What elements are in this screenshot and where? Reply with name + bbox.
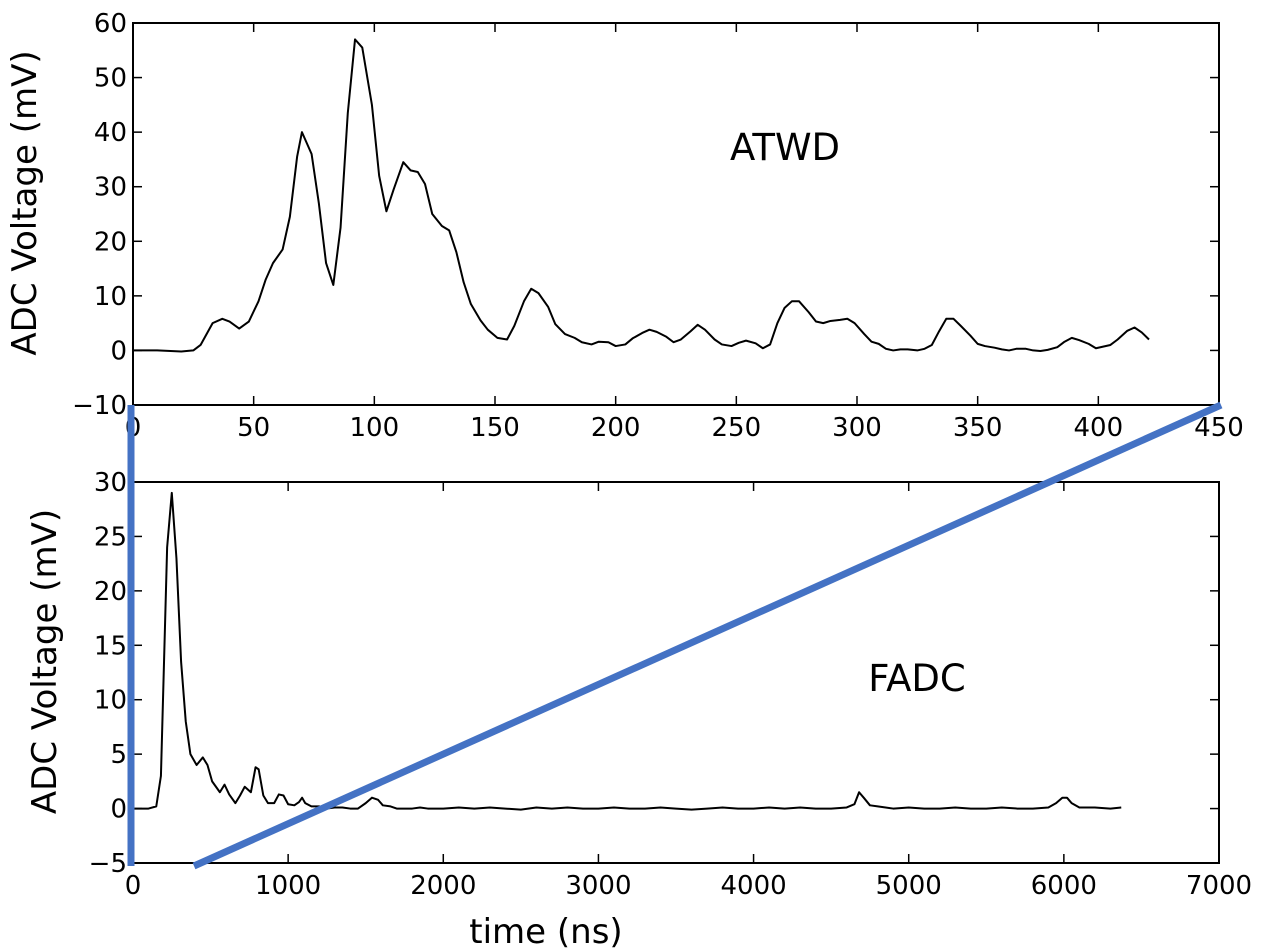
y-tick-label: 0 xyxy=(110,795,127,825)
y-tick-label: 30 xyxy=(94,468,127,498)
x-tick-label: 1000 xyxy=(255,871,321,901)
y-tick-label: −5 xyxy=(89,849,127,879)
y-tick-label: 40 xyxy=(94,118,127,148)
y-tick-label: −10 xyxy=(72,391,127,421)
x-tick-label: 200 xyxy=(591,413,641,443)
y-tick-label: 25 xyxy=(94,522,127,552)
data-line xyxy=(133,38,1150,353)
x-tick-label: 6000 xyxy=(1031,871,1097,901)
x-tick-label: 400 xyxy=(1074,413,1124,443)
x-tick-label: 450 xyxy=(1194,413,1244,443)
x-tick-label: 3000 xyxy=(565,871,631,901)
overlay-line xyxy=(192,401,1223,870)
y-tick-label: 15 xyxy=(94,631,127,661)
y-tick-label: 50 xyxy=(94,64,127,94)
y-tick-label: 20 xyxy=(94,577,127,607)
data-line xyxy=(133,491,1122,811)
plot-frame xyxy=(132,481,1220,864)
annotation: ATWD xyxy=(730,126,840,169)
x-axis-label: time (ns) xyxy=(469,912,622,950)
y-tick-label: 60 xyxy=(94,9,127,39)
x-tick-label: 250 xyxy=(712,413,762,443)
y-tick-label: 10 xyxy=(94,686,127,716)
y-axis-label: ADC Voltage (mV) xyxy=(5,50,45,355)
x-tick-label: 7000 xyxy=(1186,871,1252,901)
y-axis-label: ADC Voltage (mV) xyxy=(25,509,65,814)
plots: −100102030405060050100150200250300350400… xyxy=(5,9,1252,950)
x-tick-label: 0 xyxy=(125,871,142,901)
x-tick-label: 300 xyxy=(832,413,882,443)
x-tick-label: 4000 xyxy=(720,871,786,901)
plot-frame xyxy=(132,22,1220,406)
x-tick-label: 150 xyxy=(470,413,520,443)
x-tick-label: 350 xyxy=(953,413,1003,443)
y-tick-label: 20 xyxy=(94,227,127,257)
x-tick-label: 5000 xyxy=(876,871,942,901)
x-tick-label: 2000 xyxy=(410,871,476,901)
y-tick-label: 10 xyxy=(94,282,127,312)
y-tick-label: 5 xyxy=(110,740,127,770)
y-tick-label: 0 xyxy=(110,336,127,366)
x-tick-label: 50 xyxy=(237,413,270,443)
annotation: FADC xyxy=(868,657,966,700)
x-tick-label: 100 xyxy=(350,413,400,443)
y-tick-label: 30 xyxy=(94,173,127,203)
